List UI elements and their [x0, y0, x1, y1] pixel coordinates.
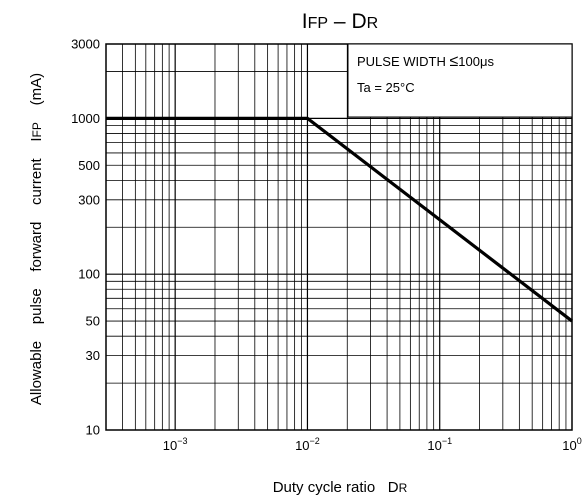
x-axis-label-sym: D — [388, 479, 399, 496]
y-label-forward: forward — [28, 222, 45, 272]
x-tick-exponent: −1 — [442, 436, 452, 446]
x-tick-label: 10−1 — [427, 436, 452, 453]
annotation-box-border — [347, 43, 573, 118]
y-label-current: current — [28, 157, 45, 205]
annotation-pulse-width: PULSE WIDTH ≤100μs — [357, 53, 494, 70]
annotation-le-symbol: ≤ — [449, 53, 458, 70]
x-axis-label-text: Duty cycle ratio — [273, 479, 376, 496]
y-tick-label: 100 — [78, 267, 100, 282]
title-dr-d: D — [351, 10, 366, 33]
y-label-i: I — [28, 137, 45, 141]
annotation-temperature: Ta = 25°C — [357, 80, 415, 95]
x-tick-exponent: −2 — [310, 436, 320, 446]
y-tick-label: 3000 — [71, 37, 100, 52]
annotation-pulse-width-label: PULSE WIDTH — [357, 54, 446, 69]
x-tick-label: 10−3 — [163, 436, 188, 453]
y-tick-label: 50 — [86, 314, 100, 329]
title-sep: – — [328, 10, 351, 33]
annotation-pulse-width-value: 100 — [458, 54, 480, 69]
y-tick-label: 300 — [78, 192, 100, 207]
y-label-pulse: pulse — [28, 288, 45, 324]
x-axis-label: Duty cycle ratio DR — [273, 479, 408, 496]
y-axis-label: Allowable pulse forward current IFP (mA) — [28, 73, 45, 405]
y-tick-label: 500 — [78, 158, 100, 173]
x-tick-base: 10 — [427, 438, 441, 453]
series-line-0 — [106, 116, 573, 323]
annotation-pulse-width-unit: μs — [480, 54, 494, 69]
y-tick-label: 30 — [86, 348, 100, 363]
y-tick-label: 10 — [86, 423, 100, 438]
x-tick-label: 10−2 — [295, 436, 320, 453]
y-label-fp: FP — [30, 122, 44, 137]
annotation-box: PULSE WIDTH ≤100μs Ta = 25°C — [347, 43, 573, 118]
y-label-unit: (mA) — [28, 73, 45, 106]
title-dr-sub: R — [367, 15, 379, 32]
x-axis-label-gap — [375, 479, 388, 496]
y-label-allowable: Allowable — [28, 341, 45, 405]
x-tick-exponent: −3 — [177, 436, 187, 446]
plot-frame — [105, 43, 573, 431]
x-tick-exponent: 0 — [577, 436, 582, 446]
y-tick-label: 1000 — [71, 111, 100, 126]
x-tick-base: 10 — [562, 438, 576, 453]
x-tick-label: 100 — [562, 436, 581, 453]
chart-title: IFP – DR — [302, 10, 378, 33]
title-ifp-i: I — [302, 10, 308, 33]
series-layer — [106, 116, 573, 323]
x-tick-base: 10 — [295, 438, 309, 453]
title-ifp-sub: FP — [308, 15, 328, 32]
x-axis-label-sub: R — [399, 481, 408, 495]
x-tick-base: 10 — [163, 438, 177, 453]
